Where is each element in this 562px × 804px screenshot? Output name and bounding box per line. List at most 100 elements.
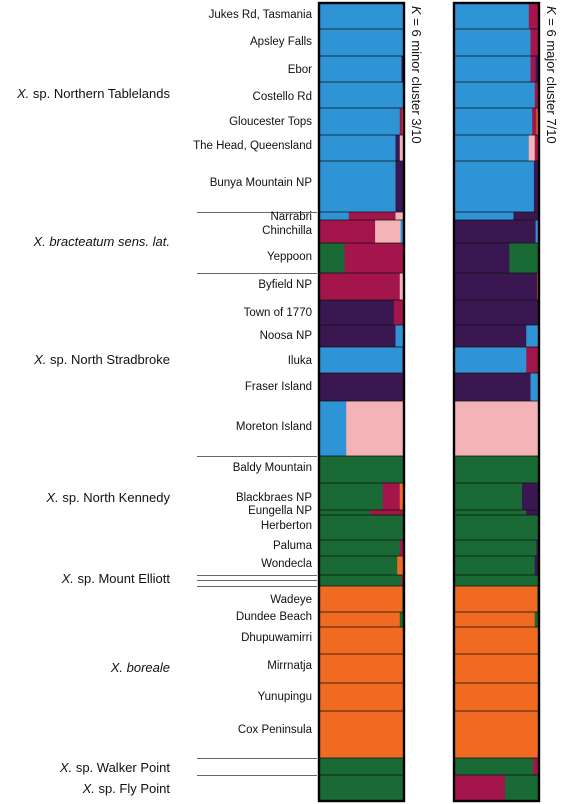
minor-bar-segment-blue [395, 325, 404, 347]
major-bar-segment-pink [528, 135, 536, 161]
minor-bar-segment-crimson [399, 108, 403, 135]
species-label-bracteatum: X. bracteatum sens. lat. [33, 235, 170, 248]
population-label: Eungella NP [248, 505, 312, 517]
major-bar-segment-darkpurple [454, 373, 531, 401]
population-label: Wondecla [261, 558, 312, 570]
major-bar-segment-crimson [533, 758, 539, 775]
major-bar-segment-darkpurple [535, 56, 539, 82]
major-bar-segment-blue [454, 82, 536, 108]
major-bar-segment-green [454, 515, 539, 540]
population-label: Costello Rd [252, 91, 312, 103]
major-bar-segment-orange [454, 683, 539, 711]
population-label: Moreton Island [235, 421, 312, 433]
species-label-north-stradbroke: X. sp. North Stradbroke [34, 353, 170, 366]
minor-bar-segment-pink [375, 220, 401, 243]
minor-bar-segment-crimson [344, 243, 404, 273]
major-bar-segment-crimson [454, 775, 506, 801]
species-separator [197, 758, 317, 759]
major-bar-segment-darkpurple [513, 212, 539, 220]
major-bar-segment-darkpurple [534, 556, 539, 575]
species-epithet: sp. Walker Point [72, 760, 170, 775]
population-label: Herberton [260, 520, 312, 532]
major-bar-segment-orange [454, 627, 539, 654]
minor-bar-segment-green [319, 775, 404, 801]
minor-bar-segment-green [319, 483, 384, 510]
minor-panel-frame [317, 1, 406, 803]
minor-bar-segment-blue [319, 108, 401, 135]
minor-bar-segment-green [319, 515, 404, 540]
population-label: Jukes Rd, Tasmania [208, 9, 312, 21]
population-label: Dhupuwamirri [241, 632, 312, 644]
minor-bar-segment-orange [397, 556, 404, 575]
major-bar-segment-orange [454, 711, 539, 758]
minor-bar-segment-blue [319, 347, 403, 373]
population-label: Gloucester Tops [229, 116, 312, 128]
minor-cluster-panel [319, 3, 404, 801]
population-label: Yunupingu [257, 691, 312, 703]
major-bar-segment-darkpurple [454, 220, 536, 243]
major-bar-segment-orange [454, 654, 539, 683]
major-bar-segment-darkpurple [454, 300, 539, 325]
population-label: Narrabri [270, 211, 312, 223]
major-bar-segment-blue [454, 29, 531, 56]
minor-bar-segment-crimson [382, 483, 401, 510]
major-bar-segment-blue [530, 373, 539, 401]
minor-bar-segment-green [319, 456, 404, 483]
minor-bar-segment-green [319, 556, 398, 575]
species-separator [197, 456, 317, 457]
species-separator [197, 212, 317, 213]
minor-panel-title: K = 6 minor cluster 3/10 [409, 6, 424, 144]
major-bar-segment-darkpurple [522, 483, 539, 510]
species-separator [197, 775, 317, 776]
species-genus: X. [33, 234, 46, 249]
species-label-boreale: X. boreale [111, 661, 170, 674]
population-label: Iluka [287, 355, 312, 367]
major-panel-title-text: = 6 major cluster 7/10 [544, 14, 559, 144]
minor-bar-segment-blue [319, 135, 396, 161]
minor-bar-segment-crimson [319, 273, 401, 300]
minor-bar-segment-blue [319, 161, 396, 212]
species-epithet: sp. North Stradbroke [46, 352, 170, 367]
species-epithet: sp. Fly Point [94, 781, 170, 796]
major-bar-segment-green [454, 483, 523, 510]
major-bar-segment-green [505, 775, 539, 801]
population-label: Ebor [287, 64, 312, 76]
species-label-mount-elliott: X. sp. Mount Elliott [62, 572, 170, 585]
major-bar-segment-green [454, 510, 527, 515]
population-label: Cox Peninsula [237, 724, 312, 736]
major-bar-segment-blue [454, 347, 527, 373]
major-bar-segment-darkpurple [454, 325, 527, 347]
minor-bar-segment-blue [400, 220, 404, 243]
population-label: Bunya Mountain NP [209, 177, 312, 189]
species-genus: X. [82, 781, 95, 796]
minor-bar-segment-orange [319, 627, 404, 654]
species-label-northern-tablelands: X. sp. Northern Tablelands [17, 87, 170, 100]
minor-bar-segment-orange [319, 711, 404, 758]
major-bar-segment-darkpurple [533, 161, 539, 212]
population-label: Dundee Beach [235, 611, 312, 623]
major-bar-segment-green [454, 556, 536, 575]
minor-bar-segment-crimson [319, 220, 376, 243]
species-epithet: bracteatum sens. lat. [45, 234, 170, 249]
minor-bar-segment-blue [319, 82, 404, 108]
major-bar-segment-blue [535, 220, 539, 243]
population-label: Blackbraes NP [235, 492, 312, 504]
major-bar-segment-darkpurple [454, 273, 538, 300]
major-bar-segment-crimson [534, 135, 539, 161]
major-bar-segment-crimson [530, 29, 539, 56]
major-bar-segment-blue [454, 135, 530, 161]
minor-bar-segment-pink [399, 273, 404, 300]
major-bar-segment-green [454, 456, 539, 483]
minor-bar-segment-darkpurple [401, 56, 404, 82]
species-epithet: sp. Northern Tablelands [29, 86, 170, 101]
major-cluster-panel [454, 3, 539, 801]
population-label: Mirrnatja [267, 660, 312, 672]
major-bar-segment-crimson [532, 108, 537, 135]
major-bar-segment-orange [536, 108, 539, 135]
population-label: Wadeye [270, 594, 312, 606]
major-bar-segment-blue [454, 108, 533, 135]
major-bar-segment-orange [454, 612, 536, 627]
major-bar-segment-darkpurple [536, 540, 539, 556]
species-label-walker-point: X. sp. Walker Point [60, 761, 170, 774]
